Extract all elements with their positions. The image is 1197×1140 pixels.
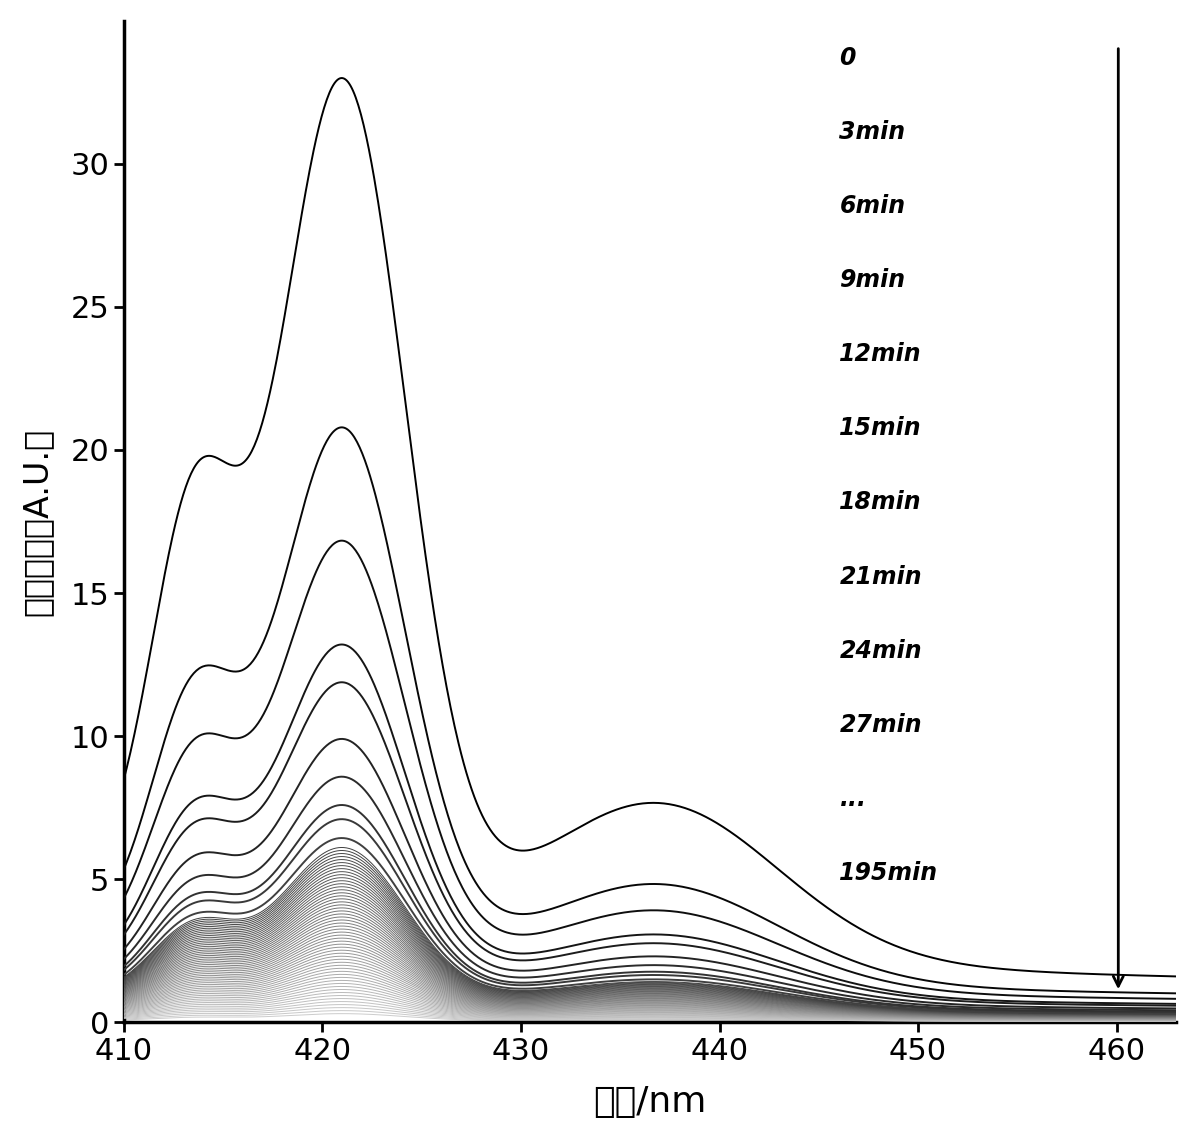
Text: 15min: 15min <box>839 416 922 440</box>
Text: 9min: 9min <box>839 268 906 292</box>
Text: 0: 0 <box>839 46 856 70</box>
Text: 27min: 27min <box>839 712 922 736</box>
Text: 3min: 3min <box>839 120 906 144</box>
Text: 18min: 18min <box>839 490 922 514</box>
Text: ...: ... <box>839 787 867 811</box>
Y-axis label: 荧光强度（A.U.）: 荧光强度（A.U.） <box>20 428 54 616</box>
Text: 12min: 12min <box>839 342 922 366</box>
Text: 24min: 24min <box>839 638 922 662</box>
Text: 21min: 21min <box>839 564 922 588</box>
X-axis label: 波长/nm: 波长/nm <box>594 1085 706 1119</box>
Text: 195min: 195min <box>839 861 938 885</box>
Text: 6min: 6min <box>839 194 906 218</box>
